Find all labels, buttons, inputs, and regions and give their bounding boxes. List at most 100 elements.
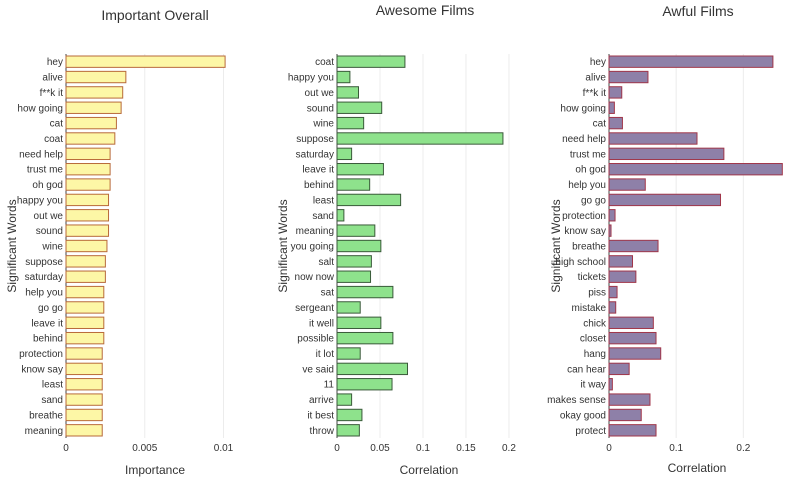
category-label: sound <box>307 103 334 114</box>
bar <box>608 55 774 68</box>
category-label: oh god <box>575 165 606 176</box>
category-label: trust me <box>570 149 607 160</box>
bar <box>65 393 103 406</box>
category-label: makes sense <box>547 395 606 406</box>
bar <box>336 316 382 329</box>
category-label: suppose <box>25 257 63 268</box>
y-axis-label: Significant Words <box>276 199 290 292</box>
bar <box>608 316 654 329</box>
bar <box>336 193 402 207</box>
category-label: f**k it <box>583 88 607 99</box>
category-label: need help <box>562 134 606 145</box>
x-tick-label: 0.05 <box>370 443 390 454</box>
bar <box>608 285 618 299</box>
bar <box>336 331 394 345</box>
bar <box>608 408 642 422</box>
category-label: behind <box>304 180 334 191</box>
category-label: ve said <box>302 364 334 375</box>
category-label: help you <box>568 180 606 191</box>
bar <box>336 285 394 299</box>
x-tick-label: 0.2 <box>736 443 750 454</box>
bar <box>336 163 384 176</box>
bar <box>65 362 103 376</box>
x-tick-label: 0.2 <box>502 443 516 454</box>
bar <box>336 101 383 114</box>
category-label: happy you <box>288 73 334 84</box>
chart-title: Awful Films <box>662 3 733 19</box>
category-label: go go <box>581 195 606 206</box>
bar <box>336 362 409 376</box>
bar <box>336 378 393 391</box>
category-label: protection <box>562 211 606 222</box>
bar <box>65 301 105 314</box>
bar <box>65 86 124 99</box>
y-axis-label: Significant Words <box>5 199 19 292</box>
category-label: out we <box>34 211 64 222</box>
category-label: go go <box>38 303 63 314</box>
bar <box>336 301 361 314</box>
category-label: meaning <box>25 426 63 437</box>
category-label: leave it <box>31 318 63 329</box>
bar <box>65 224 110 237</box>
y-axis-label: Significant Words <box>549 199 563 292</box>
bar <box>608 331 657 345</box>
category-label: trust me <box>27 165 64 176</box>
bar <box>336 178 371 191</box>
x-tick-label: 0.1 <box>416 443 430 454</box>
bar <box>65 331 105 345</box>
bar <box>608 301 617 314</box>
bar <box>608 362 630 376</box>
bar <box>608 255 634 268</box>
bar <box>65 347 103 360</box>
bar <box>608 147 725 161</box>
category-label: can hear <box>567 364 607 375</box>
bar <box>65 285 105 299</box>
category-label: cat <box>593 119 607 130</box>
category-label: know say <box>564 226 606 237</box>
bar <box>336 255 372 268</box>
category-label: behind <box>33 334 63 345</box>
bar <box>336 408 363 422</box>
category-label: it way <box>580 380 606 391</box>
x-tick-label: 0 <box>63 443 69 454</box>
category-label: sand <box>312 211 334 222</box>
bar <box>336 116 365 130</box>
bar <box>65 147 111 161</box>
category-label: suppose <box>296 134 334 145</box>
bar <box>608 424 657 437</box>
bar <box>65 209 110 222</box>
x-tick-label: 0 <box>606 443 612 454</box>
bar <box>336 70 351 84</box>
chart-panel-3: hey alive f**k it how going cat need help trus… <box>547 3 783 475</box>
category-label: breathe <box>29 410 63 421</box>
bar <box>65 378 103 391</box>
category-label: sound <box>36 226 63 237</box>
bar <box>336 147 353 161</box>
category-label: oh god <box>32 180 63 191</box>
category-label: closet <box>580 334 606 345</box>
bar <box>65 270 106 283</box>
category-label: need help <box>19 149 63 160</box>
bar <box>608 116 623 130</box>
category-label: alive <box>585 73 606 84</box>
bar <box>336 270 372 283</box>
bar <box>336 132 504 145</box>
x-tick-label: 0.01 <box>214 443 234 454</box>
x-tick-label: 0 <box>334 443 340 454</box>
category-label: cat <box>50 119 64 130</box>
bar <box>608 270 637 283</box>
category-label: high school <box>555 257 606 268</box>
chart-title: Important Overall <box>101 7 208 23</box>
bar <box>608 378 613 391</box>
x-axis-label: Correlation <box>668 461 727 475</box>
bar <box>336 239 382 253</box>
bar <box>336 424 360 437</box>
category-label: f**k it <box>40 88 64 99</box>
bar <box>608 70 649 84</box>
category-label: it best <box>307 410 334 421</box>
category-label: hang <box>584 349 606 360</box>
category-label: coat <box>315 57 334 68</box>
category-label: salt <box>318 257 334 268</box>
